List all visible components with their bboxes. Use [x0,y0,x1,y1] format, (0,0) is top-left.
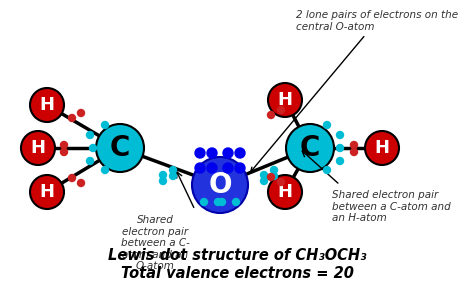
Text: H: H [277,183,292,201]
Circle shape [21,131,55,165]
Circle shape [195,163,205,173]
Circle shape [235,148,245,158]
Circle shape [215,198,221,206]
Circle shape [268,175,302,209]
Text: Lewis dot structure of CH₃OCH₃: Lewis dot structure of CH₃OCH₃ [108,247,366,263]
Circle shape [271,172,277,180]
Circle shape [219,198,226,206]
Circle shape [78,180,84,186]
Circle shape [233,198,239,206]
Circle shape [90,144,97,152]
Circle shape [261,178,267,184]
Circle shape [78,110,84,116]
Circle shape [267,112,274,118]
Circle shape [235,163,245,173]
Circle shape [337,158,344,164]
Circle shape [337,132,344,138]
Circle shape [30,175,64,209]
Circle shape [223,163,233,173]
Circle shape [365,131,399,165]
Text: Total valence electrons = 20: Total valence electrons = 20 [120,265,354,281]
Circle shape [350,148,357,156]
Circle shape [170,172,176,180]
Circle shape [277,106,284,114]
Circle shape [337,144,344,152]
Circle shape [101,122,109,128]
Circle shape [86,132,93,138]
Circle shape [286,124,334,172]
Circle shape [271,166,277,174]
Circle shape [170,166,176,174]
Circle shape [207,148,217,158]
Circle shape [86,158,93,164]
Circle shape [61,148,67,156]
Text: H: H [374,139,390,157]
Text: C: C [300,134,320,162]
Circle shape [223,148,233,158]
Text: Shared
electron pair
between a C-
atom and an
O-atom: Shared electron pair between a C- atom a… [120,215,190,271]
Text: H: H [277,91,292,109]
Circle shape [101,166,109,174]
Text: 2 lone pairs of electrons on the
central O-atom: 2 lone pairs of electrons on the central… [251,10,458,172]
Circle shape [96,124,144,172]
Text: Shared electron pair
between a C-atom and
an H-atom: Shared electron pair between a C-atom an… [332,190,451,223]
Text: O: O [208,171,232,199]
Circle shape [267,174,274,180]
Circle shape [69,174,75,182]
Circle shape [192,157,248,213]
Text: C: C [110,134,130,162]
Text: H: H [39,183,55,201]
Circle shape [323,166,330,174]
Circle shape [159,172,166,178]
Circle shape [261,172,267,178]
Circle shape [277,178,284,186]
Text: H: H [30,139,46,157]
Circle shape [61,142,67,148]
Circle shape [30,88,64,122]
Circle shape [201,198,208,206]
Circle shape [268,83,302,117]
Circle shape [350,142,357,148]
Circle shape [195,148,205,158]
Circle shape [159,178,166,184]
Circle shape [323,122,330,128]
Circle shape [69,114,75,122]
Text: H: H [39,96,55,114]
Circle shape [207,163,217,173]
